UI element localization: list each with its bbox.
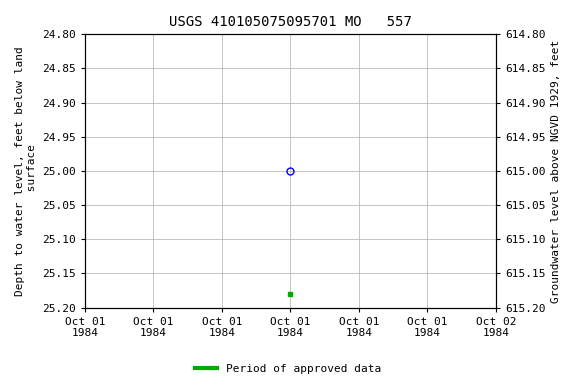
- Title: USGS 410105075095701 MO   557: USGS 410105075095701 MO 557: [169, 15, 412, 29]
- Y-axis label: Depth to water level, feet below land
 surface: Depth to water level, feet below land su…: [15, 46, 37, 296]
- Legend: Period of approved data: Period of approved data: [191, 359, 385, 379]
- Y-axis label: Groundwater level above NGVD 1929, feet: Groundwater level above NGVD 1929, feet: [551, 40, 561, 303]
